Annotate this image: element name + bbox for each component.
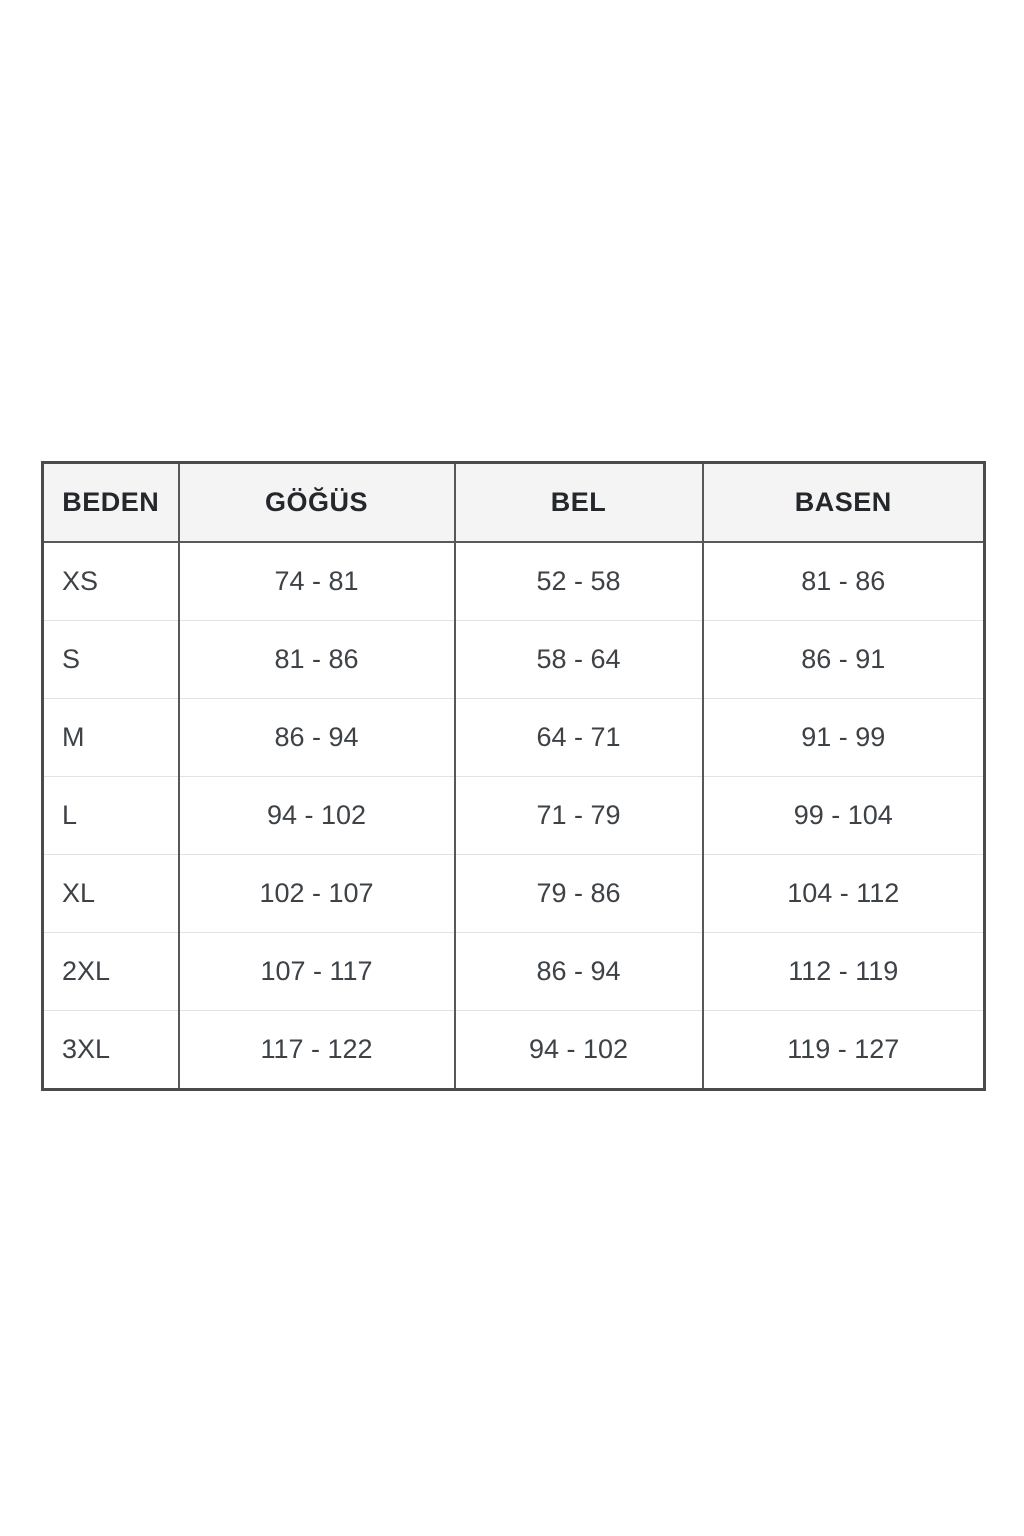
table-row-l: L 94 - 102 71 - 79 99 - 104 (42, 776, 985, 855)
table-row-xs: XS 74 - 81 52 - 58 81 - 86 (42, 542, 985, 621)
measurement-cell: 58 - 64 (453, 620, 703, 699)
measurement-cell: 91 - 99 (701, 698, 985, 777)
measurement-cell: 86 - 94 (177, 698, 455, 777)
size-chart-body: XS 74 - 81 52 - 58 81 - 86 S 81 - 86 58 - 64 86… (42, 542, 985, 1090)
measurement-cell: 81 - 86 (177, 620, 455, 699)
measurement-cell: 117 - 122 (177, 1010, 455, 1090)
size-chart: BEDEN GÖĞÜS BEL BASEN XS 74 - 81 52 - 58 81 - … (41, 461, 986, 1091)
header-cell-bel: BEL (453, 462, 703, 543)
size-label-cell: XL (42, 854, 179, 933)
measurement-cell: 99 - 104 (701, 776, 985, 855)
size-label-cell: S (42, 620, 179, 699)
header-row: BEDEN GÖĞÜS BEL BASEN (42, 462, 985, 543)
measurement-cell: 94 - 102 (453, 1010, 703, 1090)
size-label-cell: 3XL (42, 1010, 179, 1090)
header-cell-g-s: GÖĞÜS (177, 462, 455, 543)
table-row-xl: XL 102 - 107 79 - 86 104 - 112 (42, 854, 985, 933)
size-label-cell: 2XL (42, 932, 179, 1011)
size-label-cell: M (42, 698, 179, 777)
measurement-cell: 79 - 86 (453, 854, 703, 933)
measurement-cell: 86 - 94 (453, 932, 703, 1011)
measurement-cell: 52 - 58 (453, 542, 703, 621)
table-row-2xl: 2XL 107 - 117 86 - 94 112 - 119 (42, 932, 985, 1011)
measurement-cell: 104 - 112 (701, 854, 985, 933)
size-chart-table: BEDEN GÖĞÜS BEL BASEN XS 74 - 81 52 - 58 81 - … (41, 461, 986, 1091)
measurement-cell: 74 - 81 (177, 542, 455, 621)
measurement-cell: 112 - 119 (701, 932, 985, 1011)
measurement-cell: 71 - 79 (453, 776, 703, 855)
table-row-3xl: 3XL 117 - 122 94 - 102 119 - 127 (42, 1010, 985, 1090)
size-chart-header: BEDEN GÖĞÜS BEL BASEN (42, 462, 985, 543)
measurement-cell: 64 - 71 (453, 698, 703, 777)
measurement-cell: 102 - 107 (177, 854, 455, 933)
table-row-s: S 81 - 86 58 - 64 86 - 91 (42, 620, 985, 699)
measurement-cell: 107 - 117 (177, 932, 455, 1011)
table-row-m: M 86 - 94 64 - 71 91 - 99 (42, 698, 985, 777)
size-label-cell: XS (42, 542, 179, 621)
measurement-cell: 94 - 102 (177, 776, 455, 855)
header-cell-beden: BEDEN (42, 462, 179, 543)
header-cell-basen: BASEN (701, 462, 985, 543)
measurement-cell: 81 - 86 (701, 542, 985, 621)
size-label-cell: L (42, 776, 179, 855)
measurement-cell: 119 - 127 (701, 1010, 985, 1090)
measurement-cell: 86 - 91 (701, 620, 985, 699)
